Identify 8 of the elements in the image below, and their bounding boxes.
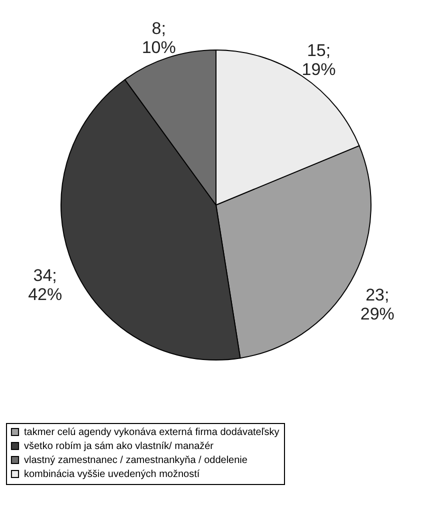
data-label: 34; 42% <box>28 266 62 304</box>
legend-label: vlastný zamestnanec / zamestnankyňa / oddelenie <box>24 455 248 466</box>
legend-label: takmer celú agendy vykonáva externá firma dodávateľsky <box>24 427 280 438</box>
legend-label: všetko robím ja sám ako vlastník/ manažér <box>24 441 214 452</box>
legend-label: kombinácia vyššie uvedených možností <box>24 469 200 480</box>
data-label: 8; 10% <box>142 19 176 58</box>
data-label: 15; 19% <box>302 41 336 80</box>
data-label: 23; 29% <box>360 285 394 324</box>
